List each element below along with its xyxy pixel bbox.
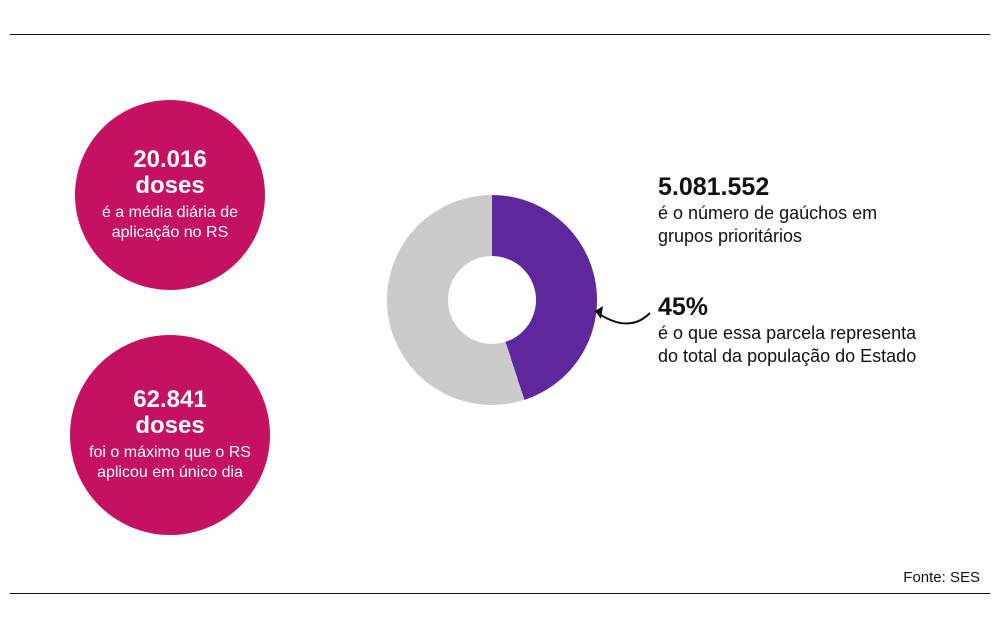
stat-priority-pct-value: 45% xyxy=(658,293,928,322)
source-label: Fonte: SES xyxy=(903,569,980,586)
bottom-rule xyxy=(10,593,990,594)
stat-circle-max-desc: foi o máximo que o RS aplicou em único d… xyxy=(82,443,258,483)
stat-circle-avg-unit: doses xyxy=(135,173,204,199)
stat-priority-count-value: 5.081.552 xyxy=(658,173,918,202)
stat-circle-max-unit: doses xyxy=(135,413,204,439)
infographic-container: 20.016 doses é a média diária de aplicaç… xyxy=(10,34,990,594)
stat-circle-avg-number: 20.016 xyxy=(133,147,206,173)
pointer-arrow-icon xyxy=(585,301,660,345)
stat-priority-pct-text: é o que essa parcela representa do total… xyxy=(658,322,928,369)
stat-circle-max: 62.841 doses foi o máximo que o RS aplic… xyxy=(70,335,270,535)
stat-circle-avg-desc: é a média diária de aplicação no RS xyxy=(87,203,253,243)
stat-priority-count-text: é o número de gaúchos em grupos prioritá… xyxy=(658,202,918,249)
stat-circle-max-number: 62.841 xyxy=(133,387,206,413)
donut-hole xyxy=(448,256,536,344)
stat-circle-avg: 20.016 doses é a média diária de aplicaç… xyxy=(75,100,265,290)
donut-ring xyxy=(387,195,597,405)
stat-priority-pct: 45% é o que essa parcela representa do t… xyxy=(658,293,928,369)
donut-chart xyxy=(387,195,597,405)
stat-priority-count: 5.081.552 é o número de gaúchos em grupo… xyxy=(658,173,918,249)
